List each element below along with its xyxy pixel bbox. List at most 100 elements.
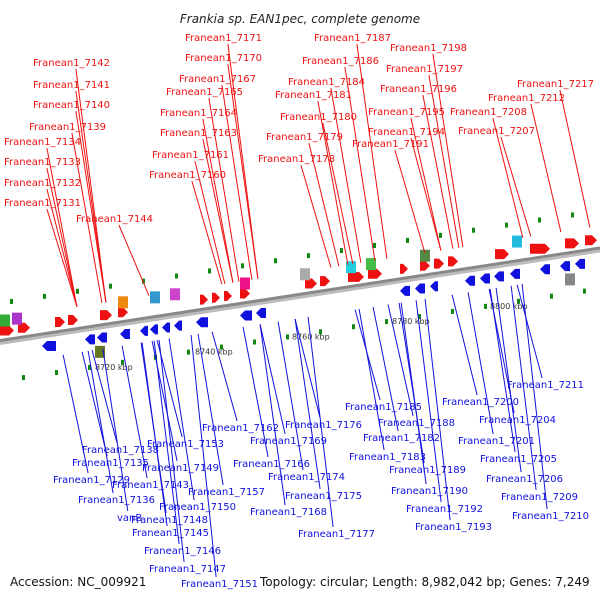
gene-label-leader — [394, 149, 426, 254]
gene-label-reverse: Franean1_7210 — [512, 511, 589, 522]
forward-gene-arrow — [368, 268, 382, 279]
gene-label-leader — [300, 164, 332, 268]
gene-label-reverse: Franean1_7200 — [442, 397, 519, 408]
forward-gene-arrow — [100, 310, 112, 321]
domain-block — [118, 296, 128, 309]
gene-label-leader — [277, 321, 304, 471]
gene-label-reverse: Franean1_7174 — [268, 472, 345, 483]
reverse-gene-arrow — [256, 308, 266, 319]
gene-label-leader — [387, 304, 414, 417]
forward-gene-arrow — [530, 243, 550, 254]
gene-label-leader — [400, 302, 427, 485]
gene-label-reverse: Franean1_7129 — [53, 475, 130, 486]
gene-label-reverse: Franean1_7205 — [480, 454, 557, 465]
gene-label-forward: Franean1_7144 — [76, 214, 153, 225]
gene-label-forward: Franean1_7133 — [4, 157, 81, 168]
forward-gene-arrow — [400, 263, 408, 274]
gene-label-leader — [451, 294, 478, 396]
gene-label-leader — [46, 208, 78, 307]
gene-label-leader — [495, 287, 522, 473]
gene-label-leader — [307, 316, 334, 528]
gene-label-leader — [242, 326, 269, 458]
gene-label-reverse: Franean1_7136 — [78, 495, 155, 506]
gene-label-leader — [294, 318, 321, 490]
gene-label-leader — [87, 350, 114, 494]
reverse-gene-arrow — [465, 275, 475, 286]
domain-block — [170, 288, 180, 301]
forward-gene-arrow — [18, 322, 30, 333]
gene-label-leader — [158, 339, 185, 563]
track-marker-top — [10, 298, 13, 304]
gene-label-reverse: Franean1_7193 — [415, 522, 492, 533]
gene-label-reverse: Franean1_7201 — [458, 436, 535, 447]
domain-block — [240, 277, 250, 290]
gene-label-leader — [75, 110, 107, 303]
gene-label-leader — [118, 224, 150, 296]
gene-label-leader — [211, 331, 238, 422]
gene-label-reverse: Franean1_7183 — [349, 452, 426, 463]
gene-label-leader — [530, 103, 562, 233]
gene-label-forward: Franean1_7197 — [386, 64, 463, 75]
reverse-gene-arrow — [150, 324, 158, 335]
track-marker-top — [43, 293, 46, 299]
gene-label-reverse: Franean1_7145 — [132, 528, 209, 539]
reverse-gene-arrow — [575, 258, 585, 269]
gene-label-forward: Franean1_7131 — [4, 198, 81, 209]
accession-text: Accession: NC_009921 — [10, 575, 146, 589]
gene-label-leader — [168, 338, 195, 501]
gene-label-reverse: Franean1_7151 — [181, 579, 258, 590]
gene-label-forward: Franean1_7180 — [280, 112, 357, 123]
gene-label-reverse: Franean1_7148 — [131, 515, 208, 526]
scale-tick-label: 8740 kbp — [195, 347, 233, 356]
gene-label-forward: Franean1_7134 — [4, 137, 81, 148]
track-marker-bottom — [121, 359, 124, 365]
gene-label-forward: Franean1_7184 — [288, 77, 365, 88]
gene-label-leader — [358, 309, 385, 451]
gene-label-leader — [410, 137, 442, 251]
gene-label-leader — [415, 300, 442, 503]
scale-tick-label: 8800 kbp — [490, 302, 528, 311]
track-marker-bottom — [517, 298, 520, 304]
track-marker-bottom — [286, 334, 289, 340]
track-marker-top — [208, 268, 211, 274]
scale-tick-label: 8780 kbp — [392, 317, 430, 326]
track-marker-bottom — [187, 349, 190, 355]
gene-label-forward: Franean1_7171 — [185, 33, 262, 44]
gene-label-forward: Franean1_7167 — [179, 74, 256, 85]
gene-label-forward: Franean1_7208 — [450, 107, 527, 118]
gene-label-leader — [428, 74, 460, 248]
reverse-gene-arrow — [42, 341, 56, 352]
gene-label-leader — [71, 132, 103, 303]
gene-label-reverse: Franean1_7169 — [250, 436, 327, 447]
gene-label-leader — [102, 348, 129, 512]
domain-block — [565, 273, 575, 286]
gene-label-leader — [422, 94, 454, 249]
reverse-gene-arrow — [400, 285, 410, 296]
gene-label-forward: Franean1_7195 — [368, 107, 445, 118]
gene-label-reverse: Franean1_7176 — [285, 420, 362, 431]
gene-label-leader — [410, 117, 442, 251]
gene-label-forward: Franean1_7198 — [390, 43, 467, 54]
track-marker-top — [505, 222, 508, 228]
gene-label-leader — [467, 292, 494, 435]
forward-gene-arrow — [420, 260, 430, 271]
gene-features — [0, 212, 597, 381]
track-marker-bottom — [484, 303, 487, 309]
reverse-gene-arrow — [494, 271, 504, 282]
gene-label-leader — [46, 167, 78, 307]
track-marker-bottom — [319, 329, 322, 335]
reverse-gene-arrow — [240, 310, 252, 321]
domain-block — [0, 314, 10, 327]
track-marker-top — [340, 248, 343, 254]
track-marker-bottom — [418, 314, 421, 320]
gene-label-reverse: Franean1_7188 — [378, 418, 455, 429]
gene-label-leader — [202, 118, 234, 283]
domain-block — [95, 345, 105, 358]
gene-label-leader — [75, 68, 107, 303]
gene-label-reverse: Franean1_7168 — [250, 507, 327, 518]
domain-block — [300, 268, 310, 281]
gene-label-leader — [156, 340, 183, 438]
gene-label-forward: Franean1_7196 — [380, 84, 457, 95]
gene-label-leader — [356, 43, 388, 259]
